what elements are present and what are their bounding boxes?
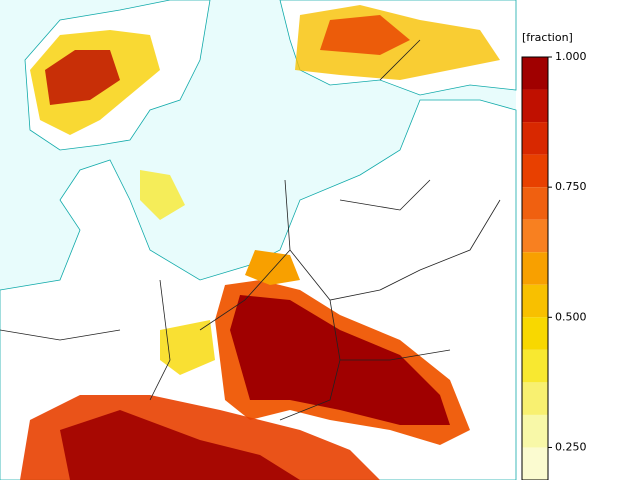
colorbar-band bbox=[522, 284, 548, 318]
colorbar-band bbox=[522, 122, 548, 155]
colorbar-band bbox=[522, 252, 548, 285]
map bbox=[0, 0, 517, 481]
field-area bbox=[160, 320, 215, 375]
colorbar-band bbox=[522, 382, 548, 415]
field-area bbox=[60, 410, 300, 480]
colorbar-band bbox=[522, 414, 548, 448]
legend-title: [fraction] bbox=[522, 31, 573, 44]
field-area bbox=[320, 15, 410, 55]
colorbar-band bbox=[522, 89, 548, 123]
colorbar-band bbox=[522, 154, 548, 188]
field-area bbox=[140, 170, 185, 220]
tick-label: 0.250 bbox=[555, 440, 587, 453]
field-area bbox=[45, 50, 120, 105]
colorbar-band bbox=[522, 447, 548, 480]
colorbar-band bbox=[522, 317, 548, 350]
border bbox=[0, 39, 501, 421]
colorbar: 1.000 0.750 0.500 0.250 bbox=[521, 50, 587, 481]
colorbar-band bbox=[522, 219, 548, 253]
colorbar-band bbox=[522, 187, 548, 220]
colorbar-band bbox=[522, 57, 548, 90]
tick-label: 0.500 bbox=[555, 310, 587, 323]
colorbar-band bbox=[522, 349, 548, 383]
tick-label: 1.000 bbox=[555, 50, 587, 63]
tick-label: 0.750 bbox=[555, 180, 587, 193]
field-area bbox=[245, 250, 300, 285]
